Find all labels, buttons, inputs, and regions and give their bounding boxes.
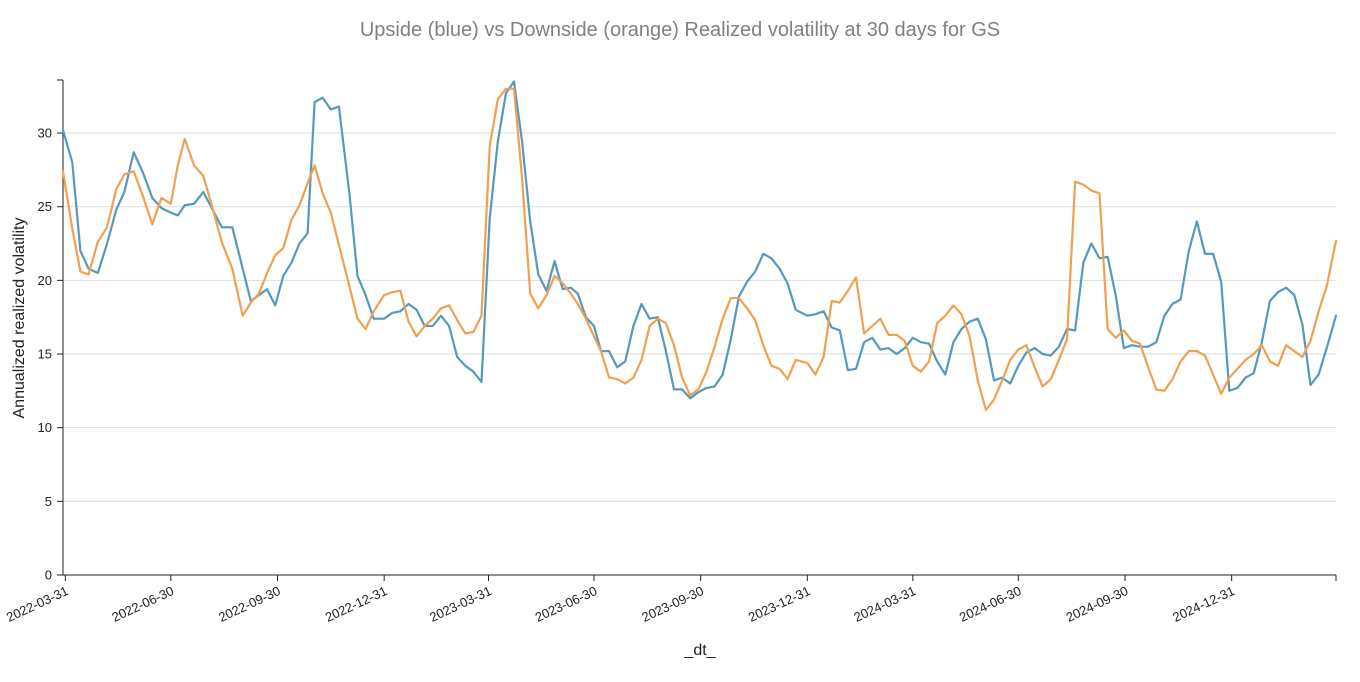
x-tick-label: 2022-03-31 bbox=[4, 583, 71, 625]
y-tick-label: 30 bbox=[38, 126, 52, 141]
x-tick-label: 2024-12-31 bbox=[1170, 583, 1237, 625]
grid-layer bbox=[63, 132, 1336, 502]
x-tick-label: 2023-12-31 bbox=[746, 583, 813, 625]
x-tick-label: 2022-06-30 bbox=[109, 583, 176, 625]
x-tick-label: 2024-09-30 bbox=[1064, 583, 1131, 625]
y-tick-label: 5 bbox=[45, 494, 52, 509]
y-tick-label: 15 bbox=[38, 347, 52, 362]
y-tick-label: 20 bbox=[38, 273, 52, 288]
downside-volatility-line bbox=[61, 87, 1338, 412]
y-tick-label: 10 bbox=[38, 420, 52, 435]
axis-layer: 0 5 10 15 20 25 30 2022-03-31 2022-06-30 2022-09-… bbox=[4, 79, 1337, 625]
series-layer bbox=[61, 80, 1338, 412]
y-axis-title: Annualized realized volatility bbox=[11, 218, 28, 419]
x-tick-label: 2022-09-30 bbox=[216, 583, 283, 625]
x-tick-label: 2022-12-31 bbox=[323, 583, 390, 625]
y-tick-label: 25 bbox=[38, 199, 52, 214]
chart-title: Upside (blue) vs Downside (orange) Reali… bbox=[360, 19, 1000, 41]
x-tick-label: 2024-03-31 bbox=[851, 583, 918, 625]
x-tick-label: 2024-06-30 bbox=[957, 583, 1024, 625]
x-tick-label: 2023-03-31 bbox=[427, 583, 494, 625]
upside-volatility-line bbox=[61, 80, 1338, 400]
x-tick-label: 2023-09-30 bbox=[639, 583, 706, 625]
x-axis-title: _dt_ bbox=[683, 642, 716, 659]
x-tick-label: 2023-06-30 bbox=[533, 583, 600, 625]
y-tick-label: 0 bbox=[45, 568, 52, 583]
